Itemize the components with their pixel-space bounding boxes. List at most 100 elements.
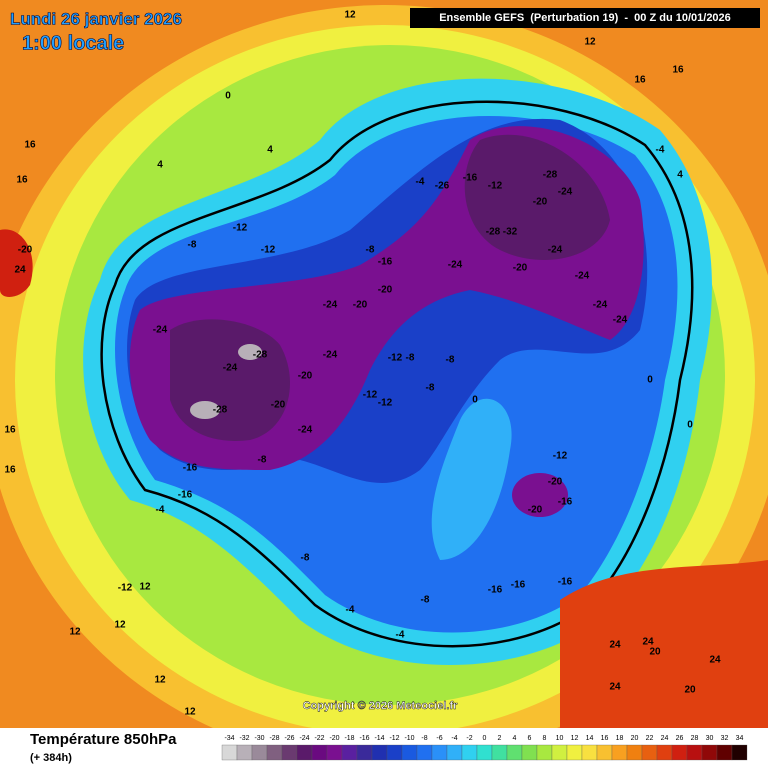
contour-label: -24 [593, 300, 608, 311]
scale-label: 32 [721, 735, 729, 742]
legend-title: Température 850hPa [30, 731, 177, 748]
zone-cold-tongue [431, 398, 512, 560]
scale-label: 0 [483, 735, 487, 742]
scale-swatch [296, 744, 313, 761]
contour-label: -8 [188, 240, 197, 251]
zone-extreme [238, 344, 262, 360]
contour-label: 24 [14, 265, 26, 276]
scale-swatch [656, 744, 673, 761]
scale-label: -26 [284, 735, 294, 742]
scale-swatch [371, 744, 388, 761]
scale-swatch [701, 744, 718, 761]
contour-label: -24 [575, 271, 590, 282]
scale-label: -28 [269, 735, 279, 742]
contour-label: -28 [486, 227, 501, 238]
contour-label: -28 [213, 405, 228, 416]
contour-label: -24 [153, 325, 168, 336]
scale-swatch [491, 744, 508, 761]
scale-swatch [641, 744, 658, 761]
scale-label: -2 [466, 735, 472, 742]
zone-hot [560, 560, 768, 728]
copyright: Copyright © 2026 Meteociel.fr [303, 700, 459, 712]
scale-label: 16 [601, 735, 609, 742]
contour-label: -8 [258, 455, 267, 466]
contour-label: -28 [253, 350, 268, 361]
scale-swatch [356, 744, 373, 761]
contour-label: -16 [378, 257, 393, 268]
scale-swatch [626, 744, 643, 761]
contour-label: -8 [426, 383, 435, 394]
contour-label: -20 [298, 371, 313, 382]
scale-label: 28 [691, 735, 699, 742]
scale-swatch [596, 744, 613, 761]
scale-swatch [266, 744, 283, 761]
contour-label: -12 [363, 390, 378, 401]
scale-label: -22 [314, 735, 324, 742]
scale-label: 10 [556, 735, 564, 742]
scale-swatch [281, 744, 298, 761]
contour-label: -24 [448, 260, 463, 271]
scale-swatch [311, 744, 328, 761]
contour-label: -4 [416, 177, 425, 188]
contour-label: -20 [353, 300, 368, 311]
scale-swatch [431, 744, 448, 761]
contour-label: -32 [503, 227, 518, 238]
contour-label: -24 [298, 425, 313, 436]
scale-swatch [236, 744, 253, 761]
contour-label: -24 [323, 300, 338, 311]
scale-label: -20 [329, 735, 339, 742]
contour-label: 0 [472, 395, 478, 406]
zone-extreme [190, 401, 220, 419]
contour-label: -16 [488, 585, 503, 596]
time: 1:00 locale [22, 32, 124, 54]
scale-swatch [536, 744, 553, 761]
scale-label: -4 [451, 735, 457, 742]
contour-label: 24 [642, 637, 654, 648]
scale-label: 26 [676, 735, 684, 742]
scale-swatch [221, 744, 238, 761]
scale-swatch [401, 744, 418, 761]
scale-swatch [416, 744, 433, 761]
contour-label: -24 [323, 350, 338, 361]
contour-label: -20 [513, 263, 528, 274]
scale-label: -6 [436, 735, 442, 742]
scale-label: 24 [661, 735, 669, 742]
contour-label: 16 [672, 65, 684, 76]
contour-label: -16 [178, 490, 193, 501]
contour-label: -16 [511, 580, 526, 591]
scale-swatch [461, 744, 478, 761]
scale-label: 14 [586, 735, 594, 742]
scale-label: -14 [374, 735, 384, 742]
scale-swatch [521, 744, 538, 761]
scale-label: -34 [224, 735, 234, 742]
contour-label: 16 [4, 465, 16, 476]
scale-swatch [581, 744, 598, 761]
contour-label: -24 [223, 363, 238, 374]
scale-swatch [686, 744, 703, 761]
contour-label: -16 [558, 497, 573, 508]
contour-label: -16 [183, 463, 198, 474]
contour-label: -28 [543, 170, 558, 181]
scale-label: -10 [404, 735, 414, 742]
contour-label: -12 [553, 451, 568, 462]
scale-swatch [731, 744, 748, 761]
scale-label: 12 [571, 735, 579, 742]
scale-swatch [476, 744, 493, 761]
scale-label: -32 [239, 735, 249, 742]
contour-label: -8 [421, 595, 430, 606]
contour-label: 16 [634, 75, 646, 86]
scale-label: -16 [359, 735, 369, 742]
contour-label: 12 [154, 675, 166, 686]
contour-label: 24 [709, 655, 721, 666]
contour-label: -4 [346, 605, 355, 616]
contour-label: 20 [684, 685, 696, 696]
contour-label: -16 [463, 173, 478, 184]
zone-arctic-core [170, 319, 290, 441]
contour-label: -4 [396, 630, 405, 641]
scale-swatch [326, 744, 343, 761]
contour-label: 16 [24, 140, 36, 151]
contour-label: -24 [558, 187, 573, 198]
contour-label: -12 [261, 245, 276, 256]
contour-label: -8 [446, 355, 455, 366]
